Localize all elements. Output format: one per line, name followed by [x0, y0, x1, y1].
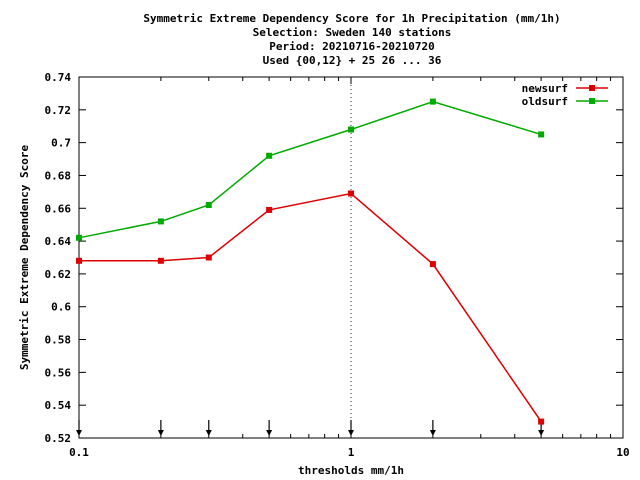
- data-point-newsurf: [205, 254, 212, 261]
- data-point-oldsurf: [205, 201, 212, 208]
- series-line-newsurf: [79, 192, 542, 423]
- y-tick-label: 0.72: [45, 104, 72, 117]
- y-tick-label: 0.64: [45, 235, 72, 248]
- data-point-oldsurf: [538, 131, 545, 138]
- y-tick-label: 0.74: [45, 71, 72, 84]
- data-point-oldsurf: [266, 152, 273, 159]
- title-line: Selection: Sweden 140 stations: [253, 26, 452, 39]
- threshold-markers: [76, 420, 545, 436]
- legend-label: newsurf: [522, 82, 568, 95]
- data-point-oldsurf: [157, 218, 164, 225]
- legend-label: oldsurf: [522, 95, 568, 108]
- y-tick-label: 0.6: [51, 301, 71, 314]
- x-axis-label: thresholds mm/1h: [298, 464, 404, 477]
- threshold-arrow: [205, 430, 212, 436]
- x-tick-label: 10: [616, 446, 629, 459]
- title-line: Used {00,12} + 25 26 ... 36: [263, 54, 442, 67]
- y-tick-label: 0.56: [45, 366, 72, 379]
- data-point-newsurf: [76, 257, 82, 264]
- legend-marker: [589, 98, 595, 104]
- y-tick-label: 0.68: [45, 169, 72, 182]
- data-point-newsurf: [266, 206, 273, 213]
- y-tick-label: 0.52: [45, 432, 72, 445]
- threshold-arrow: [76, 430, 82, 436]
- series: [76, 98, 545, 425]
- chart-title: Symmetric Extreme Dependency Score for 1…: [143, 12, 560, 67]
- data-point-oldsurf: [429, 98, 436, 105]
- title-line: Symmetric Extreme Dependency Score for 1…: [143, 12, 560, 25]
- y-axis-label: Symmetric Extreme Dependency Score: [18, 145, 31, 371]
- y-axis: 0.52 0.54 0.56 0.58 0.6 0.62 0.64 0.66 0.68 0.7 0.…: [45, 71, 623, 445]
- data-point-oldsurf: [348, 126, 354, 133]
- threshold-arrow: [157, 430, 164, 436]
- legend-marker: [589, 85, 595, 91]
- data-point-newsurf: [157, 257, 164, 264]
- threshold-arrow: [429, 430, 436, 436]
- series-line-oldsurf: [78, 100, 542, 239]
- x-tick-label: 0.1: [69, 446, 89, 459]
- threshold-arrow: [538, 430, 545, 436]
- x-tick-label: 1: [348, 446, 355, 459]
- y-tick-label: 0.58: [45, 334, 72, 347]
- y-tick-label: 0.54: [45, 399, 72, 412]
- y-tick-label: 0.7: [51, 137, 71, 150]
- y-tick-label: 0.62: [45, 268, 72, 281]
- data-point-newsurf: [429, 261, 436, 268]
- threshold-arrow: [266, 430, 273, 436]
- title-line: Period: 20210716-20210720: [269, 40, 435, 53]
- threshold-arrow: [348, 430, 354, 436]
- data-point-newsurf: [348, 190, 354, 197]
- data-point-oldsurf: [76, 234, 82, 241]
- y-tick-label: 0.66: [45, 202, 72, 215]
- x-axis: 0.1 1 10: [69, 77, 630, 459]
- data-point-newsurf: [538, 418, 545, 425]
